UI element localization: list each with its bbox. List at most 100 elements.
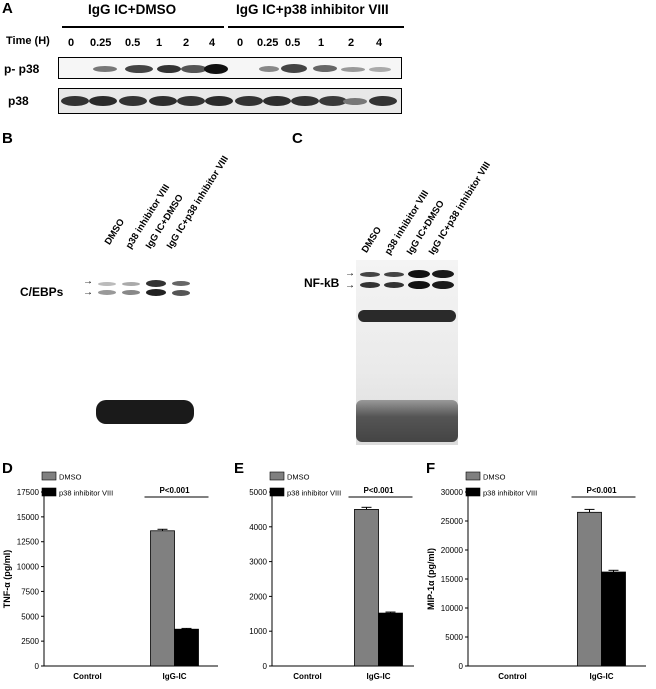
legend-swatch bbox=[465, 471, 481, 481]
blot-band bbox=[204, 64, 228, 74]
gel-band bbox=[98, 282, 116, 286]
gel-band bbox=[384, 282, 404, 288]
panel-b-letter: B bbox=[2, 130, 13, 147]
y-tick-label: 7500 bbox=[21, 587, 39, 596]
lane-label: DMSO bbox=[102, 217, 128, 247]
blot-band bbox=[205, 96, 233, 106]
chart-e: 0 1000 2000 3000 4000 5000 Control IgG-IC P<0.00… bbox=[232, 462, 424, 684]
nfkb-gel bbox=[356, 260, 458, 445]
y-tick-label: 10000 bbox=[441, 604, 464, 613]
group1-underline bbox=[62, 26, 224, 28]
y-tick-label: 5000 bbox=[445, 633, 463, 642]
time-tick: 0 bbox=[68, 37, 75, 49]
time-tick: 0.25 bbox=[90, 37, 112, 49]
blot-band bbox=[281, 64, 307, 73]
legend-label: p38 inhibitor VIII bbox=[59, 489, 113, 498]
arrow-icon: → bbox=[83, 287, 93, 298]
pp38-blot-strip bbox=[58, 57, 402, 79]
free-probe bbox=[356, 400, 458, 442]
free-probe bbox=[96, 400, 194, 424]
p38-blot-strip bbox=[58, 88, 402, 114]
x-tick-label: Control bbox=[498, 672, 526, 681]
blot-band bbox=[177, 96, 205, 106]
legend-label: DMSO bbox=[483, 473, 506, 482]
chart-tnf-alpha: 0 2500 5000 7500 10000 12500 15000 17500 TNF-α (… bbox=[0, 462, 230, 684]
x-tick-label: Control bbox=[293, 672, 321, 681]
legend-label: DMSO bbox=[59, 473, 82, 482]
legend-swatch bbox=[269, 471, 285, 481]
gel-band bbox=[172, 290, 190, 296]
gel-band bbox=[122, 290, 140, 295]
group1-title: IgG IC+DMSO bbox=[88, 2, 177, 17]
cebp-band-label: C/EBPs bbox=[20, 285, 64, 299]
time-tick: 1 bbox=[318, 37, 325, 49]
gel-band bbox=[432, 281, 454, 289]
y-tick-label: 5000 bbox=[249, 488, 267, 497]
panel-c-letter: C bbox=[292, 130, 303, 147]
chart-svg-f: 0 5000 10000 15000 20000 25000 30000 MIP-1α (pg… bbox=[426, 471, 646, 681]
panel-f-letter: F bbox=[426, 460, 436, 477]
y-tick-label: 25000 bbox=[441, 517, 464, 526]
arrow-icon: → bbox=[345, 280, 355, 291]
row-label-p38: p38 bbox=[8, 94, 29, 108]
y-tick-label: 12500 bbox=[17, 538, 40, 547]
blot-band bbox=[263, 96, 291, 106]
blot-band bbox=[235, 96, 263, 106]
blot-band bbox=[157, 65, 181, 73]
group2-underline bbox=[228, 26, 404, 28]
y-tick-label: 5000 bbox=[21, 612, 39, 621]
time-tick: 4 bbox=[209, 37, 216, 49]
lane-label: DMSO bbox=[359, 225, 385, 255]
panel-d-letter: D bbox=[2, 460, 13, 477]
gel-band bbox=[360, 272, 380, 277]
time-label: Time (H) bbox=[6, 35, 50, 47]
gel-band bbox=[432, 270, 454, 278]
blot-band bbox=[61, 96, 89, 106]
x-tick-label: IgG-IC bbox=[590, 672, 614, 681]
gel-band bbox=[384, 272, 404, 277]
y-tick-label: 20000 bbox=[441, 546, 464, 555]
y-tick-label: 0 bbox=[459, 662, 464, 671]
y-tick-label: 15000 bbox=[441, 575, 464, 584]
time-tick: 0 bbox=[237, 37, 244, 49]
gel-band bbox=[98, 290, 116, 295]
blot-band bbox=[341, 67, 365, 72]
time-tick: 2 bbox=[348, 37, 355, 49]
blot-band bbox=[291, 96, 319, 106]
gel-band bbox=[122, 282, 140, 286]
blot-band bbox=[259, 66, 279, 72]
panel-a-letter: A bbox=[2, 0, 13, 17]
blot-band bbox=[125, 65, 153, 73]
gel-band bbox=[146, 280, 166, 287]
y-axis-label: TNF-α (pg/ml) bbox=[2, 550, 12, 609]
bar bbox=[378, 612, 403, 667]
y-tick-label: 1000 bbox=[249, 627, 267, 636]
cebp-gel bbox=[96, 268, 196, 438]
bar bbox=[354, 509, 379, 667]
blot-band bbox=[149, 96, 177, 106]
significance-label: P<0.001 bbox=[159, 486, 190, 495]
arrow-icon: → bbox=[345, 268, 355, 279]
significance-label: P<0.001 bbox=[363, 486, 394, 495]
group2-title: IgG IC+p38 inhibitor VIII bbox=[236, 2, 389, 17]
y-tick-label: 2000 bbox=[249, 592, 267, 601]
blot-band bbox=[313, 65, 337, 72]
time-tick: 0.5 bbox=[125, 37, 141, 49]
y-tick-label: 30000 bbox=[441, 488, 464, 497]
blot-band bbox=[343, 98, 367, 105]
y-tick-label: 0 bbox=[35, 662, 40, 671]
chart-mip1-alpha: 0 5000 10000 15000 20000 25000 30000 MIP-1α (pg… bbox=[424, 462, 656, 684]
panel-e-letter: E bbox=[234, 460, 245, 477]
legend-swatch bbox=[41, 471, 57, 481]
blot-band bbox=[369, 96, 397, 106]
x-tick-label: IgG-IC bbox=[163, 672, 187, 681]
blot-band bbox=[119, 96, 147, 106]
legend-swatch bbox=[41, 487, 57, 497]
legend-swatch bbox=[269, 487, 285, 497]
significance-label: P<0.001 bbox=[586, 486, 617, 495]
blot-band bbox=[93, 66, 117, 72]
chart-svg-e: 0 1000 2000 3000 4000 5000 Control IgG-IC P<0.00… bbox=[249, 471, 414, 681]
nfkb-band-label: NF-kB bbox=[304, 276, 340, 290]
legend-label: p38 inhibitor VIII bbox=[287, 489, 341, 498]
blot-band bbox=[369, 67, 391, 72]
